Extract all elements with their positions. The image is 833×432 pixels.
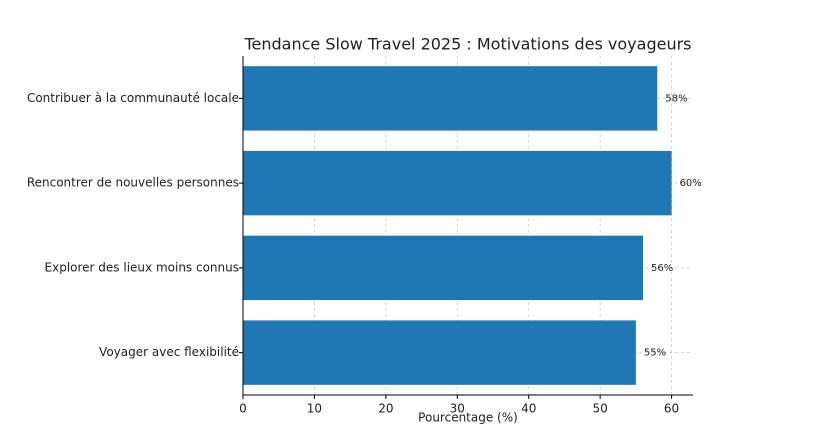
bar	[243, 150, 672, 216]
bar	[243, 320, 636, 385]
x-tick-label: 30	[450, 402, 465, 416]
x-tick-label: 10	[307, 402, 322, 416]
value-label: 56%	[651, 263, 673, 274]
x-tick-label: 50	[593, 402, 608, 416]
x-tick-label: 60	[664, 402, 679, 416]
chart-title: Tendance Slow Travel 2025 : Motivations …	[243, 35, 691, 54]
bar	[243, 66, 658, 131]
x-tick-label: 40	[521, 402, 536, 416]
value-label: 58%	[665, 93, 687, 104]
bar	[243, 235, 643, 301]
x-tick-label: 0	[239, 402, 247, 416]
y-tick-label: Contribuer à la communauté locale	[27, 91, 239, 105]
x-tick-label: 20	[378, 402, 393, 416]
value-label: 60%	[680, 178, 702, 189]
y-tick-label: Explorer des lieux moins connus	[45, 260, 239, 274]
y-tick-label: Voyager avec flexibilité	[99, 345, 239, 359]
y-tick-label: Rencontrer de nouvelles personnes	[27, 176, 239, 190]
value-label: 55%	[644, 348, 666, 359]
x-axis-label: Pourcentage (%)	[418, 411, 518, 425]
